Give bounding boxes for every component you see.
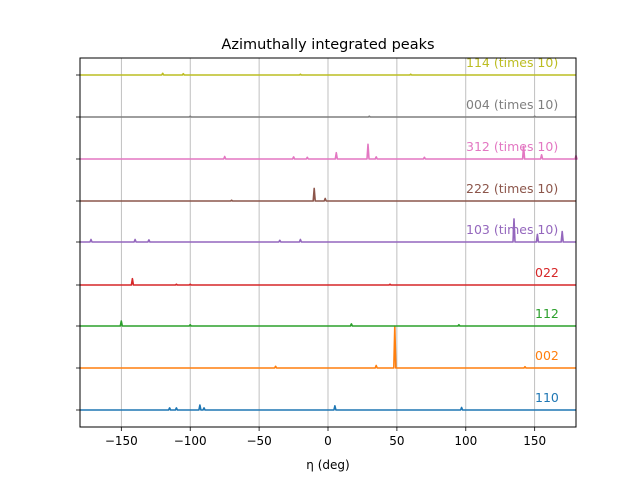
series-line-004	[80, 115, 576, 118]
x-tick-label: 150	[523, 434, 546, 448]
axes: −150 −100 −50 0 50 100 150	[76, 57, 577, 448]
series-labels: 110 002 112 022 103 (times 10) 222 (times 10)…	[466, 55, 559, 405]
series-line-022	[80, 277, 576, 286]
series-line-112	[80, 320, 576, 327]
series-line-103	[80, 218, 576, 243]
series-label-114: 114 (times 10)	[466, 55, 558, 70]
series-label-022: 022	[535, 265, 559, 280]
series-line-002	[80, 325, 576, 369]
x-tick-label: 100	[454, 434, 477, 448]
series-label-103: 103 (times 10)	[466, 222, 558, 237]
series-line-312	[80, 143, 578, 160]
chart-title: Azimuthally integrated peaks	[221, 37, 434, 53]
x-tick-label: −150	[105, 434, 138, 448]
x-tick-label: 50	[389, 434, 404, 448]
x-tick-label: 0	[324, 434, 332, 448]
x-axis-label: η (deg)	[306, 458, 349, 472]
series-label-312: 312 (times 10)	[466, 139, 558, 154]
series-line-222	[80, 187, 576, 202]
series-label-112: 112	[535, 306, 559, 321]
series-label-004: 004 (times 10)	[466, 97, 558, 112]
series-line-114	[80, 72, 576, 76]
series-label-002: 002	[535, 348, 559, 363]
series-line-110	[80, 404, 576, 411]
series-label-110: 110	[535, 390, 559, 405]
x-tick-label: −50	[246, 434, 271, 448]
series-lines	[80, 72, 578, 411]
series-label-222: 222 (times 10)	[466, 181, 558, 196]
x-tick-label: −100	[174, 434, 207, 448]
